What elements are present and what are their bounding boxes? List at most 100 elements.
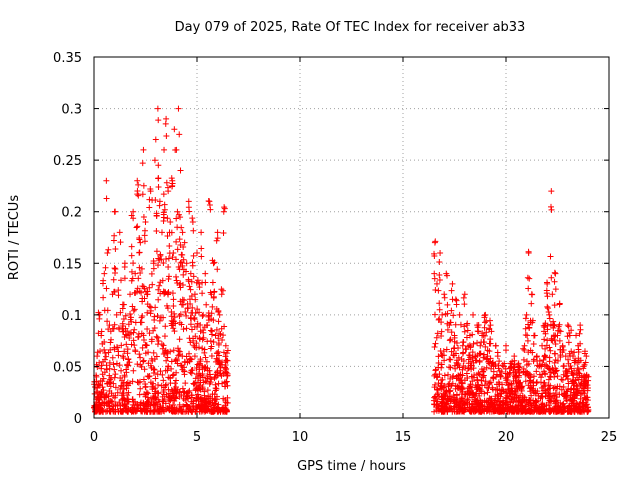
data-point <box>560 346 567 353</box>
data-point <box>160 260 167 267</box>
data-point <box>486 404 493 411</box>
data-point <box>173 238 180 245</box>
data-point <box>101 346 108 353</box>
data-point <box>125 321 132 328</box>
data-point <box>477 408 484 415</box>
data-point <box>183 325 190 332</box>
data-point <box>547 369 554 376</box>
data-point <box>125 389 132 396</box>
data-point <box>222 405 229 412</box>
data-point <box>199 336 206 343</box>
data-point <box>453 392 460 399</box>
data-point <box>116 362 123 369</box>
data-point <box>524 337 531 344</box>
data-point <box>118 367 125 374</box>
data-point <box>138 314 145 321</box>
data-point <box>224 372 231 379</box>
data-point <box>104 380 111 387</box>
data-point <box>108 398 115 405</box>
data-point <box>188 315 195 322</box>
data-point <box>221 204 228 211</box>
data-point <box>561 393 568 400</box>
data-point <box>476 392 483 399</box>
data-point <box>558 376 565 383</box>
data-point <box>149 281 156 288</box>
data-point <box>117 309 124 316</box>
data-point <box>180 271 187 278</box>
data-point <box>157 279 164 286</box>
data-point <box>526 377 533 384</box>
data-point <box>436 277 443 284</box>
data-point <box>513 383 520 390</box>
data-point <box>160 217 167 224</box>
data-point <box>548 203 555 210</box>
data-point <box>438 328 445 335</box>
data-point <box>481 366 488 373</box>
data-point <box>554 373 561 380</box>
data-point <box>440 396 447 403</box>
data-point <box>184 395 191 402</box>
data-point <box>471 405 478 412</box>
data-point <box>170 317 177 324</box>
data-point <box>198 245 205 252</box>
data-point <box>572 405 579 412</box>
data-point <box>565 339 572 346</box>
data-point <box>199 312 206 319</box>
data-point <box>161 146 168 153</box>
data-point <box>525 382 532 389</box>
data-point <box>463 334 470 341</box>
data-point <box>155 286 162 293</box>
data-point <box>173 405 180 412</box>
data-point <box>487 317 494 324</box>
data-point <box>103 195 110 202</box>
data-point <box>579 399 586 406</box>
data-point <box>521 346 528 353</box>
data-point <box>187 355 194 362</box>
data-point <box>195 370 202 377</box>
data-point <box>188 293 195 300</box>
data-point <box>544 303 551 310</box>
data-point <box>137 361 144 368</box>
data-point <box>574 365 581 372</box>
data-point <box>146 284 153 291</box>
data-point <box>197 321 204 328</box>
data-point <box>197 379 204 386</box>
data-point <box>547 321 554 328</box>
data-point <box>177 298 184 305</box>
data-point <box>100 358 107 365</box>
data-point <box>135 192 142 199</box>
data-point <box>223 408 230 415</box>
data-point <box>178 392 185 399</box>
data-point <box>442 401 449 408</box>
data-point <box>151 407 158 414</box>
data-point <box>497 373 504 380</box>
data-point <box>202 354 209 361</box>
data-point <box>468 408 475 415</box>
data-point <box>106 359 113 366</box>
data-point <box>545 402 552 409</box>
data-point <box>527 374 534 381</box>
data-point <box>111 321 118 328</box>
data-point <box>526 275 533 282</box>
data-point <box>464 365 471 372</box>
data-point <box>441 372 448 379</box>
data-point <box>446 337 453 344</box>
data-point <box>190 335 197 342</box>
data-point <box>435 390 442 397</box>
data-point <box>143 342 150 349</box>
data-point <box>162 323 169 330</box>
data-point <box>93 378 100 385</box>
data-point <box>551 350 558 357</box>
data-point <box>448 382 455 389</box>
data-point <box>439 311 446 318</box>
data-point <box>155 338 162 345</box>
data-point <box>213 237 220 244</box>
data-point <box>214 266 221 273</box>
data-point <box>457 371 464 378</box>
data-point <box>126 334 133 341</box>
data-point <box>480 338 487 345</box>
data-point <box>197 358 204 365</box>
data-point <box>209 391 216 398</box>
data-point <box>155 162 162 169</box>
data-point <box>113 344 120 351</box>
